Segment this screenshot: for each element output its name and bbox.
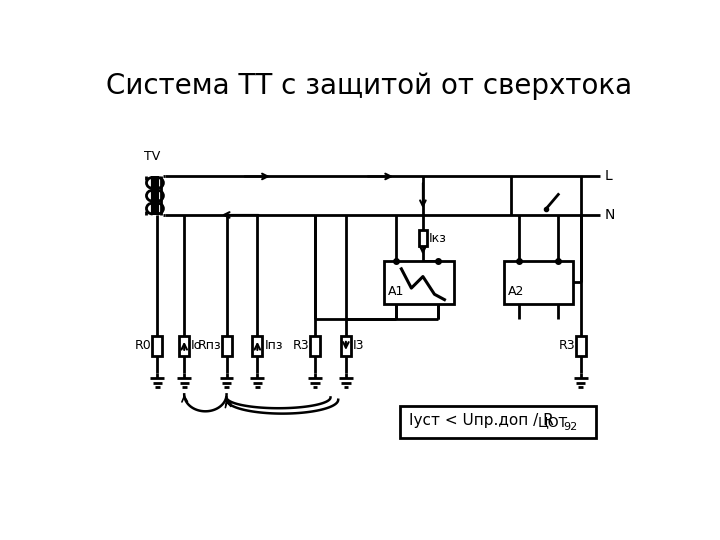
- Text: A1: A1: [388, 285, 405, 298]
- Text: Iуст < Uпр.доп / R: Iуст < Uпр.доп / R: [409, 413, 554, 428]
- Bar: [222, 336, 232, 356]
- Text: N: N: [605, 208, 615, 222]
- Bar: [310, 336, 320, 356]
- Text: L: L: [605, 170, 613, 184]
- Text: Iкз: Iкз: [428, 232, 446, 245]
- Bar: [341, 336, 351, 356]
- Bar: [252, 336, 262, 356]
- Bar: [152, 336, 162, 356]
- Bar: [384, 261, 454, 303]
- Bar: [576, 336, 586, 356]
- Text: R0: R0: [135, 339, 152, 353]
- Bar: [179, 336, 189, 356]
- Bar: [419, 231, 427, 246]
- Text: 92: 92: [563, 422, 577, 431]
- Text: Rпз: Rпз: [197, 339, 221, 353]
- Text: A2: A2: [508, 285, 524, 298]
- Text: Io: Io: [191, 339, 202, 353]
- Text: Iпз: Iпз: [264, 339, 283, 353]
- Bar: [400, 406, 596, 438]
- Text: R3: R3: [293, 339, 310, 353]
- Text: R3: R3: [559, 339, 575, 353]
- Text: TV: TV: [144, 150, 161, 163]
- Text: Система ТТ с защитой от сверхтока: Система ТТ с защитой от сверхтока: [106, 72, 632, 100]
- Text: ЦОТ: ЦОТ: [538, 415, 568, 429]
- Bar: [504, 261, 573, 303]
- Text: I3: I3: [353, 339, 364, 353]
